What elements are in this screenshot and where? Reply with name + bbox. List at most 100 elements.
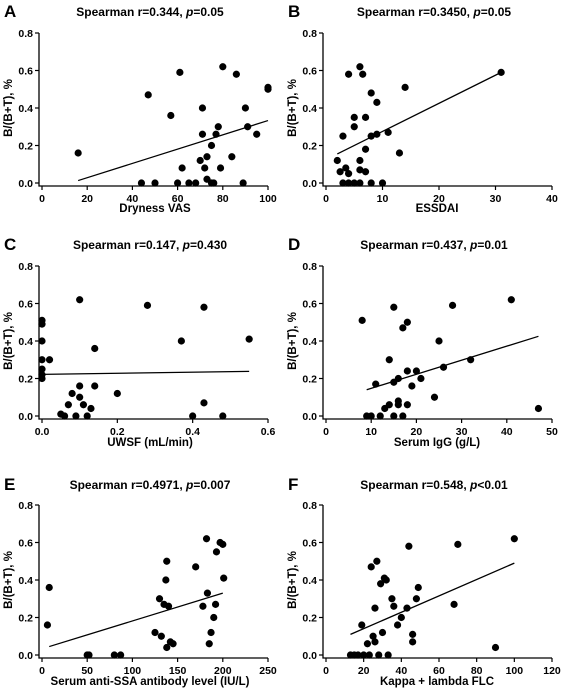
data-point [76, 382, 84, 390]
title-prefix: Spearman r=0.147, [73, 238, 183, 252]
data-point [38, 365, 46, 373]
y-tick-label: 0.2 [18, 141, 33, 153]
data-point [76, 393, 84, 401]
data-point [203, 589, 212, 597]
x-tick-label: 20 [411, 426, 423, 438]
axes [38, 505, 268, 659]
data-point [214, 123, 222, 131]
y-tick-label: 0.4 [18, 103, 33, 115]
y-axis-label: B/(B+T), % [287, 551, 299, 609]
data-point [361, 113, 370, 121]
data-point [164, 602, 173, 610]
data-point [356, 166, 364, 174]
panel-title: Spearman r=0.437, p=0.01 [360, 238, 508, 252]
data-point [399, 412, 407, 420]
y-tick-label: 0.4 [18, 336, 33, 348]
data-point [211, 600, 220, 608]
data-point [113, 389, 121, 398]
title-prefix: Spearman r=0.437, [360, 238, 470, 252]
data-point [212, 130, 220, 138]
x-tick-label: 40 [546, 193, 558, 205]
x-axis-label: ESSDAI [416, 203, 459, 215]
data-point [408, 382, 416, 390]
data-point [205, 640, 213, 648]
x-tick-label: 0 [323, 665, 329, 677]
data-point [228, 153, 236, 161]
data-point [68, 389, 76, 398]
data-point [491, 643, 500, 652]
y-tick-label: 0.6 [302, 538, 317, 550]
title-prefix: Spearman r=0.3450, [357, 5, 473, 19]
data-point [412, 595, 420, 603]
data-point [409, 638, 417, 646]
data-point [333, 156, 341, 165]
y-axis-label: B/(B+T), % [3, 79, 15, 137]
data-point [450, 600, 458, 608]
title-prefix: Spearman r=0.344, [76, 5, 186, 19]
x-axis-label: UWSF (mL/min) [107, 437, 193, 449]
data-point [239, 179, 247, 187]
regression-line [337, 71, 502, 155]
data-point [367, 132, 375, 140]
y-tick-label: 0.8 [18, 500, 33, 512]
y-tick-label: 0.6 [302, 299, 317, 311]
regression-line [77, 119, 269, 182]
data-point [403, 318, 411, 326]
data-point [395, 149, 404, 157]
x-tick-label: 120 [543, 665, 561, 677]
data-point [373, 557, 381, 565]
data-point [403, 367, 411, 375]
data-point [219, 540, 227, 548]
x-axis-label: Serum anti-SSA antibody level (IU/L) [51, 676, 250, 688]
data-point [151, 179, 159, 187]
axes [322, 505, 552, 659]
x-tick-label: 0 [323, 193, 329, 205]
x-tick-label: 20 [358, 665, 370, 677]
data-point [367, 412, 375, 420]
regression-line [350, 562, 515, 635]
data-point [388, 595, 396, 603]
data-point [454, 540, 462, 548]
data-point [377, 580, 385, 588]
y-tick-label: 0.0 [18, 178, 33, 190]
panel-letter: A [4, 2, 16, 21]
y-tick-label: 0.0 [302, 178, 317, 190]
data-point [510, 535, 518, 543]
data-point [390, 412, 398, 420]
x-tick-label: 80 [471, 665, 483, 677]
data-point [199, 602, 207, 610]
panel-title: Spearman r=0.147, p=0.430 [73, 238, 227, 252]
data-point [385, 356, 393, 364]
data-point [207, 141, 216, 150]
data-point [361, 168, 370, 176]
data-point [162, 576, 170, 584]
y-tick-label: 0.6 [18, 66, 33, 78]
data-point [245, 335, 253, 343]
x-tick-label: 10 [365, 426, 377, 438]
data-point [110, 651, 118, 659]
y-tick-label: 0.0 [18, 411, 33, 423]
panel-letter: B [288, 2, 300, 21]
data-point [178, 164, 186, 172]
data-point [137, 179, 146, 187]
data-point [497, 68, 505, 76]
x-tick-label: 40 [127, 193, 139, 205]
data-point [91, 344, 99, 353]
panel-f: F Spearman r=0.548, p<0.01 Kappa + lambd… [287, 475, 561, 688]
data-point [38, 374, 46, 383]
panel-letter: D [288, 235, 300, 254]
data-point [253, 130, 261, 138]
data-point [189, 412, 197, 420]
x-tick-label: 0.2 [110, 426, 125, 438]
data-point [76, 296, 84, 304]
data-point [345, 179, 353, 187]
data-point [143, 301, 152, 309]
data-point [385, 401, 393, 409]
x-axis-label: Kappa + lambda FLC [380, 676, 494, 688]
data-point [196, 156, 204, 165]
data-point [405, 542, 413, 550]
data-point [412, 367, 420, 375]
data-point [356, 63, 364, 71]
data-point [403, 604, 411, 612]
data-point [507, 296, 515, 304]
